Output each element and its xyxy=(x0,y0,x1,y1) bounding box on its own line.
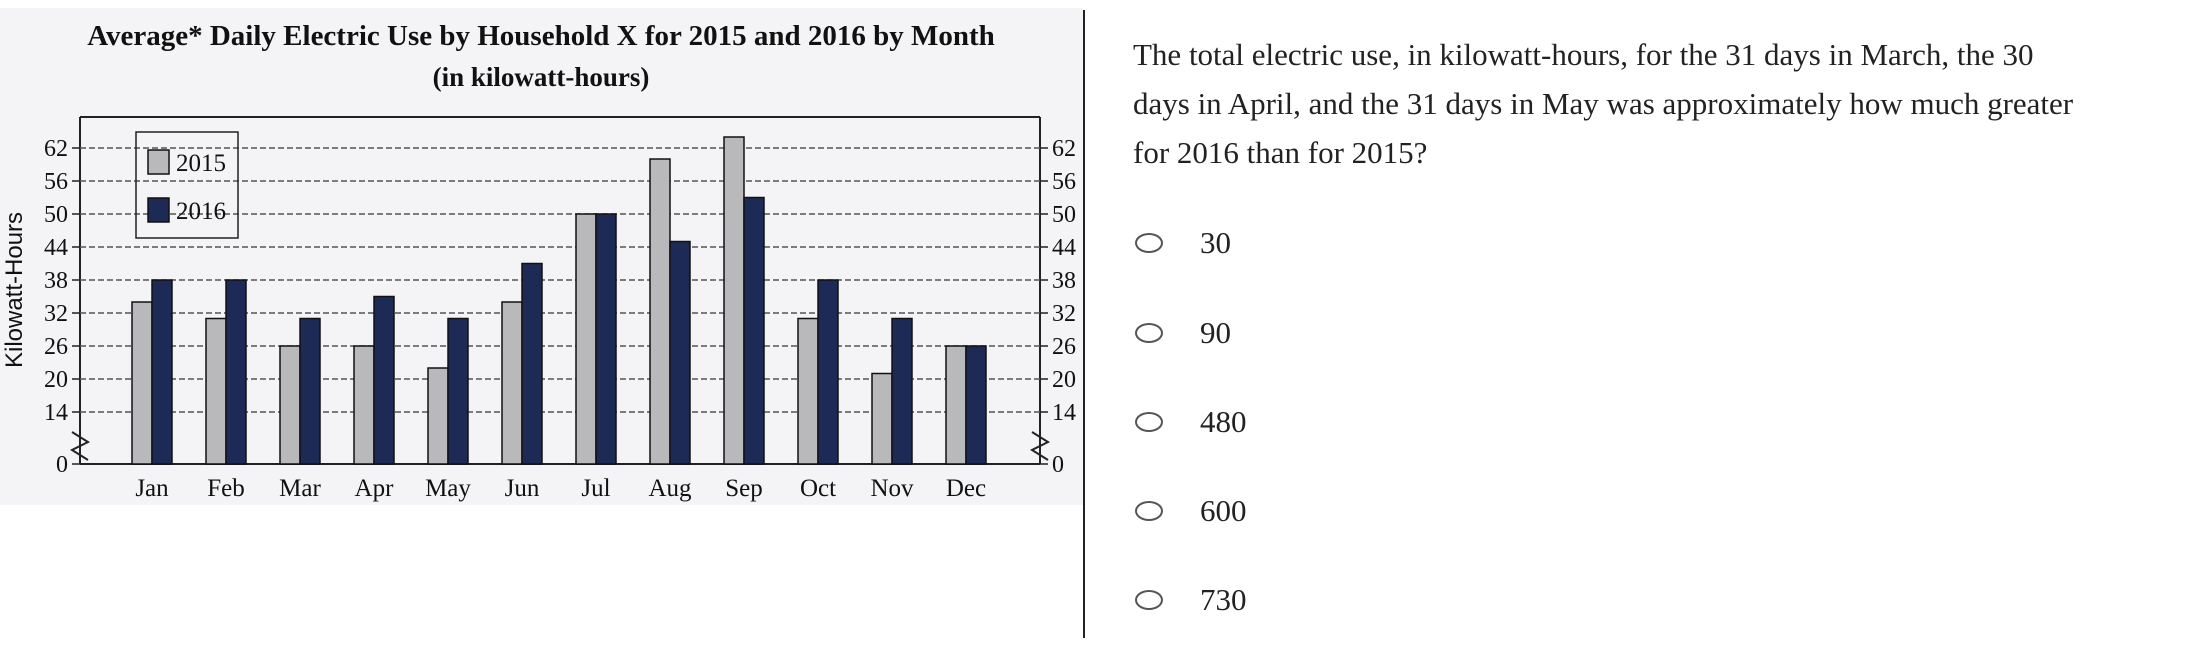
radio-button-icon[interactable] xyxy=(1135,590,1163,610)
legend-swatch-2016 xyxy=(147,197,170,223)
bar-2016 xyxy=(595,213,617,465)
bar-2016 xyxy=(743,196,765,465)
y-tick-label-right: 44 xyxy=(1052,235,1076,261)
x-tick-label: Jul xyxy=(581,475,610,502)
y-tick-label-left: 44 xyxy=(44,235,68,261)
bar-2016 xyxy=(447,317,469,465)
choice-e[interactable]: 730 xyxy=(1135,575,1247,625)
radio-button-icon[interactable] xyxy=(1135,412,1163,432)
y-tick-label-left: 50 xyxy=(44,202,68,228)
y-tick-label-right: 0 xyxy=(1052,452,1064,478)
x-tick-label: Sep xyxy=(725,475,763,502)
x-tick-label: Aug xyxy=(648,475,692,502)
bar-2015 xyxy=(649,158,671,465)
bar-2016 xyxy=(299,317,321,465)
bar-2015 xyxy=(501,301,523,465)
x-tick-label: Nov xyxy=(870,475,914,502)
y-tick-label-right: 50 xyxy=(1052,202,1076,228)
bar-2015 xyxy=(871,372,893,465)
y-tick-label-left: 0 xyxy=(56,452,68,478)
bar-2016 xyxy=(151,279,173,465)
panel-divider xyxy=(1083,10,1085,638)
y-tick-label-left: 56 xyxy=(44,169,68,195)
axis-break-left-icon xyxy=(69,431,91,461)
choice-label: 600 xyxy=(1200,493,1247,528)
bar-2015 xyxy=(279,345,301,465)
x-tick-label: Mar xyxy=(279,475,321,502)
y-tick-label-right: 38 xyxy=(1052,268,1076,294)
x-tick-label: Oct xyxy=(800,475,836,502)
choice-c[interactable]: 480 xyxy=(1135,397,1247,447)
bar-2015 xyxy=(945,345,967,465)
choice-b[interactable]: 90 xyxy=(1135,308,1231,358)
bar-2016 xyxy=(373,295,395,465)
chart-subtitle: (in kilowatt-hours) xyxy=(433,62,650,92)
choice-label: 30 xyxy=(1200,225,1231,260)
chart-title: Average* Daily Electric Use by Household… xyxy=(87,20,995,52)
x-tick-label: Jun xyxy=(505,475,540,502)
x-tick-label: Apr xyxy=(355,475,395,502)
legend-label-2016: 2016 xyxy=(176,198,226,225)
y-tick-label-right: 56 xyxy=(1052,169,1076,195)
bar-2015 xyxy=(353,345,375,465)
choice-label: 90 xyxy=(1200,315,1231,350)
y-tick-label-left: 32 xyxy=(44,301,68,327)
choice-a[interactable]: 30 xyxy=(1135,218,1231,268)
bar-2015 xyxy=(797,317,819,465)
radio-button-icon[interactable] xyxy=(1135,233,1163,253)
y-tick-label-left: 20 xyxy=(44,367,68,393)
x-tick-label: Feb xyxy=(207,475,245,502)
x-tick-label: May xyxy=(425,475,471,502)
bar-chart: Average* Daily Electric Use by Household… xyxy=(1,20,1076,502)
bar-2015 xyxy=(131,301,153,465)
bar-2015 xyxy=(427,367,449,465)
bar-2016 xyxy=(817,279,839,465)
x-tick-label: Jan xyxy=(135,475,169,502)
bar-2016 xyxy=(965,345,987,465)
bar-2016 xyxy=(891,317,913,465)
bar-2016 xyxy=(225,279,247,465)
bar-2015 xyxy=(723,136,745,465)
y-axis-label: Kilowatt-Hours xyxy=(1,212,28,368)
axis-break-right-icon xyxy=(1029,431,1051,461)
y-tick-label-right: 26 xyxy=(1052,334,1076,360)
choice-label: 730 xyxy=(1200,582,1247,617)
choice-d[interactable]: 600 xyxy=(1135,486,1247,536)
y-tick-label-left: 26 xyxy=(44,334,68,360)
bar-2015 xyxy=(575,213,597,465)
choice-label: 480 xyxy=(1200,404,1247,439)
legend-label-2015: 2015 xyxy=(176,150,226,177)
radio-button-icon[interactable] xyxy=(1135,501,1163,521)
y-tick-label-right: 32 xyxy=(1052,301,1076,327)
legend-swatch-2015 xyxy=(147,149,170,175)
y-tick-label-left: 14 xyxy=(44,400,68,426)
y-tick-label-right: 20 xyxy=(1052,367,1076,393)
bar-2016 xyxy=(521,262,543,465)
bar-2016 xyxy=(669,240,691,465)
y-tick-label-left: 62 xyxy=(44,136,68,162)
question-text: The total electric use, in kilowatt-hour… xyxy=(1133,37,2074,170)
legend-box xyxy=(135,131,239,239)
y-tick-label-left: 38 xyxy=(44,268,68,294)
y-tick-label-right: 14 xyxy=(1052,400,1076,426)
x-tick-label: Dec xyxy=(946,475,986,502)
bar-2015 xyxy=(205,317,227,465)
y-tick-label-right: 62 xyxy=(1052,136,1076,162)
radio-button-icon[interactable] xyxy=(1135,323,1163,343)
